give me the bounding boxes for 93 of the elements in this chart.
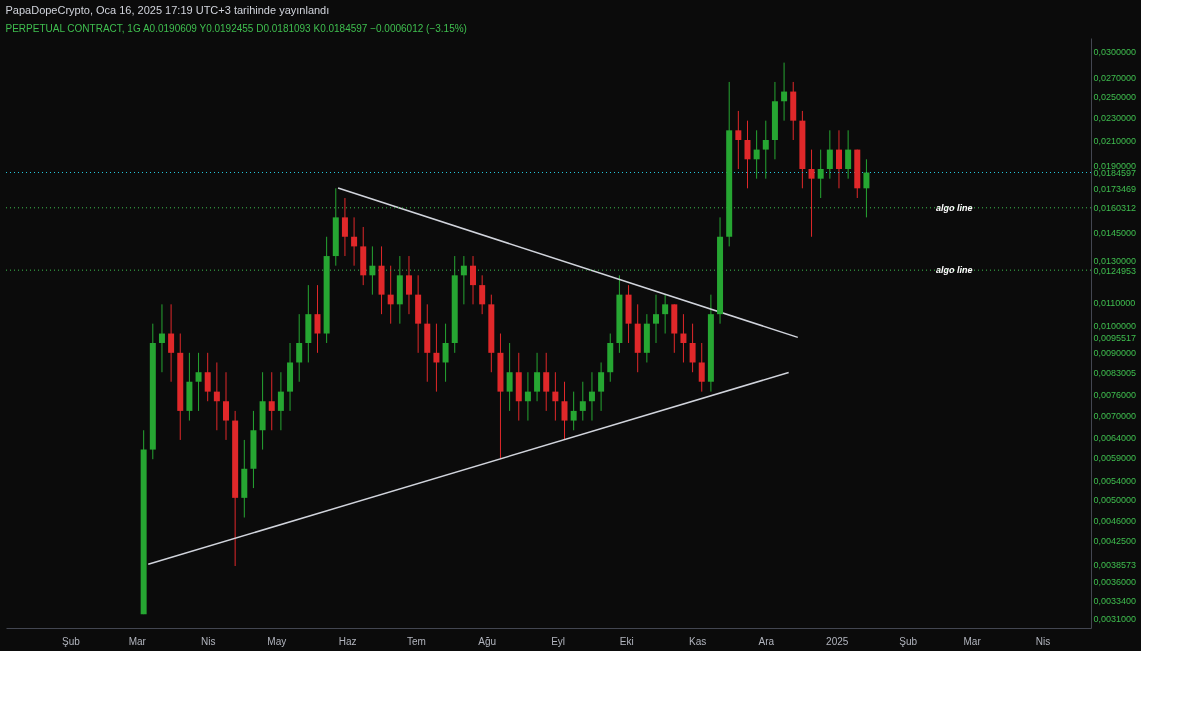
x-tick-label: Nis	[200, 635, 216, 647]
candlestick	[213, 361, 220, 431]
candlestick	[753, 129, 760, 180]
candlestick	[351, 216, 358, 267]
candlestick	[781, 62, 788, 122]
y-tick-label: 0,0042500	[1093, 535, 1137, 546]
candlestick	[735, 110, 742, 170]
candlestick	[341, 197, 348, 257]
candlestick	[817, 149, 824, 199]
candlestick	[662, 294, 669, 335]
candlestick	[387, 265, 394, 325]
y-tick-label: 0,0124953	[1093, 265, 1137, 276]
candlestick	[689, 323, 696, 373]
y-tick-label: 0,0190000	[1093, 160, 1137, 171]
x-tick-label: Eyl	[551, 635, 566, 647]
candlestick	[524, 371, 531, 422]
y-tick-label: 0,0083005	[1093, 368, 1137, 379]
x-tick-label: Tem	[406, 635, 426, 647]
y-tick-label: 0,0160312	[1093, 203, 1137, 214]
candlestick	[698, 342, 705, 393]
candlestick	[195, 352, 202, 412]
y-tick-label: 0,0038573	[1093, 559, 1137, 570]
candlestick	[268, 371, 275, 431]
y-tick-label: 0,0250000	[1093, 92, 1137, 103]
candlestick	[762, 120, 769, 180]
candlestick	[314, 284, 321, 354]
x-tick-label: Kas	[689, 635, 707, 647]
chart-title: PapaDopeCrypto, Oca 16, 2025 17:19 UTC+3 tarihinde yayınlandı	[5, 4, 330, 16]
ref-line-label: algo line	[936, 265, 973, 276]
x-tick-label: Haz	[338, 635, 357, 647]
x-tick-label: Mar	[963, 635, 982, 647]
candlestick	[570, 391, 577, 431]
y-tick-label: 0,0054000	[1093, 475, 1137, 486]
candlestick	[479, 274, 486, 315]
candlestick	[223, 371, 229, 441]
y-tick-label: 0,0059000	[1093, 453, 1137, 464]
x-tick-label: Nis	[1035, 635, 1051, 647]
y-tick-label: 0,0031000	[1093, 614, 1137, 625]
candlestick	[579, 381, 586, 422]
x-tick-label: Ara	[758, 635, 775, 647]
x-tick-label: Şub	[62, 635, 81, 647]
candlestick	[680, 313, 687, 363]
y-tick-label: 0,0130000	[1093, 255, 1137, 266]
candlestick	[460, 255, 467, 305]
y-tick-label: 0,0046000	[1093, 515, 1137, 526]
y-tick-label: 0,0050000	[1093, 494, 1137, 505]
candlestick	[561, 381, 568, 441]
y-tick-label: 0,0145000	[1093, 228, 1137, 239]
candlestick	[296, 313, 303, 383]
candlestick	[863, 158, 870, 218]
x-tick-label: 2025	[826, 635, 849, 647]
candlestick	[405, 255, 412, 315]
y-tick-label: 0,0230000	[1093, 112, 1137, 123]
y-tick-label: 0,0100000	[1093, 321, 1137, 332]
candlestick	[845, 129, 852, 180]
y-tick-label: 0,0036000	[1093, 577, 1137, 588]
ref-line-label: algo line	[936, 202, 973, 213]
candlestick	[158, 303, 165, 373]
y-tick-label: 0,0210000	[1093, 135, 1137, 146]
y-tick-label: 0,0110000	[1093, 297, 1136, 308]
y-tick-label: 0,0090000	[1093, 347, 1137, 358]
candlestick	[168, 303, 175, 383]
candlestick	[543, 352, 550, 412]
x-tick-label: Eki	[619, 635, 634, 647]
candlestick	[204, 352, 211, 402]
y-tick-label: 0,0095517	[1093, 332, 1137, 343]
candlestick	[277, 371, 284, 431]
candlestick	[433, 323, 440, 393]
y-tick-label: 0,0300000	[1093, 46, 1137, 57]
x-tick-label: Mar	[128, 635, 147, 647]
candlestick	[653, 294, 659, 344]
candlestick	[506, 342, 513, 412]
y-tick-label: 0,0070000	[1093, 410, 1137, 421]
y-tick-label: 0,0064000	[1093, 433, 1137, 444]
candlestick	[808, 149, 815, 238]
candlestick	[835, 129, 842, 189]
x-tick-label: Şub	[899, 635, 918, 647]
candlestick	[744, 120, 751, 189]
candlestick	[588, 371, 595, 422]
chart-subtitle: PERPETUAL CONTRACT, 1G A0.0190609 Y0.0192455 D0.0181093 K0.0184597 −0.0006012 (−3.15%)	[5, 23, 467, 34]
y-tick-label: 0,0033400	[1093, 595, 1137, 606]
candlestick	[369, 245, 376, 296]
y-tick-label: 0,0270000	[1093, 72, 1137, 83]
candlestick	[826, 129, 833, 180]
candlestick	[470, 255, 477, 305]
x-tick-label: Ağu	[478, 635, 497, 647]
candlestick	[552, 371, 559, 422]
candlestick	[442, 323, 449, 383]
candlestick	[598, 361, 605, 412]
y-tick-label: 0,0076000	[1093, 390, 1137, 401]
x-tick-label: May	[267, 635, 287, 647]
candlestick	[534, 352, 541, 402]
y-tick-label: 0,0173469	[1093, 183, 1137, 194]
